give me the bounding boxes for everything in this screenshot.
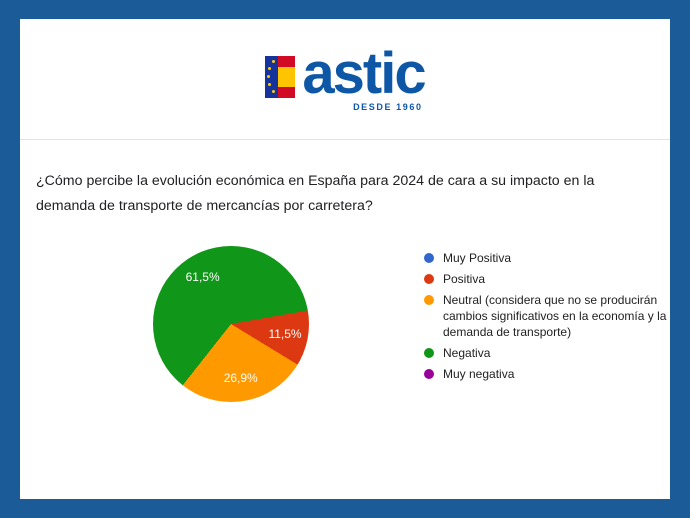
chart-legend: Muy Positiva Positiva Neutral (considera q…	[424, 250, 668, 382]
legend-label: Muy Positiva	[443, 251, 512, 265]
brand-text-block: astic DESDE 1960	[302, 41, 426, 113]
astic-logo: astic DESDE 1960	[265, 41, 427, 113]
brand-tagline: DESDE 1960	[353, 102, 423, 112]
astic-flag-icon	[265, 56, 296, 98]
star-icon	[268, 67, 272, 70]
legend-color-dot	[424, 274, 434, 284]
star-icon	[267, 75, 271, 78]
logo-header: astic DESDE 1960	[20, 41, 670, 113]
legend-label: Negativa	[443, 346, 491, 360]
survey-card: astic DESDE 1960 ¿Cómo percibe la evoluc…	[20, 19, 670, 499]
eu-stars-panel	[265, 56, 279, 98]
legend-color-dot	[424, 253, 434, 263]
legend-color-dot	[424, 369, 434, 379]
legend-label: Muy negativa	[443, 367, 515, 381]
legend-item: Positiva	[424, 271, 668, 287]
legend-item: Muy negativa	[424, 366, 668, 382]
header-divider	[20, 139, 670, 140]
legend-item: Muy Positiva	[424, 250, 668, 266]
pie-slice-label: 26,9%	[223, 371, 258, 386]
legend-label: Positiva	[443, 272, 486, 286]
pie-slice-label: 11,5%	[268, 327, 302, 342]
brand-name: astic	[302, 41, 426, 106]
legend-item: Negativa	[424, 345, 668, 361]
star-icon	[268, 83, 272, 86]
star-icon	[272, 60, 276, 63]
legend-label: Neutral (considera que no se producirán …	[443, 293, 667, 339]
pie-slice-label: 61,5%	[185, 269, 220, 284]
legend-color-dot	[424, 348, 434, 358]
pie-chart: 11,5% 26,9% 61,5%	[153, 246, 309, 402]
star-icon	[272, 90, 276, 93]
survey-question-text: ¿Cómo percibe la evolución económica en …	[36, 173, 595, 214]
legend-color-dot	[424, 295, 434, 305]
spain-flag-panel	[278, 56, 296, 98]
legend-item: Neutral (considera que no se producirán …	[424, 292, 668, 340]
